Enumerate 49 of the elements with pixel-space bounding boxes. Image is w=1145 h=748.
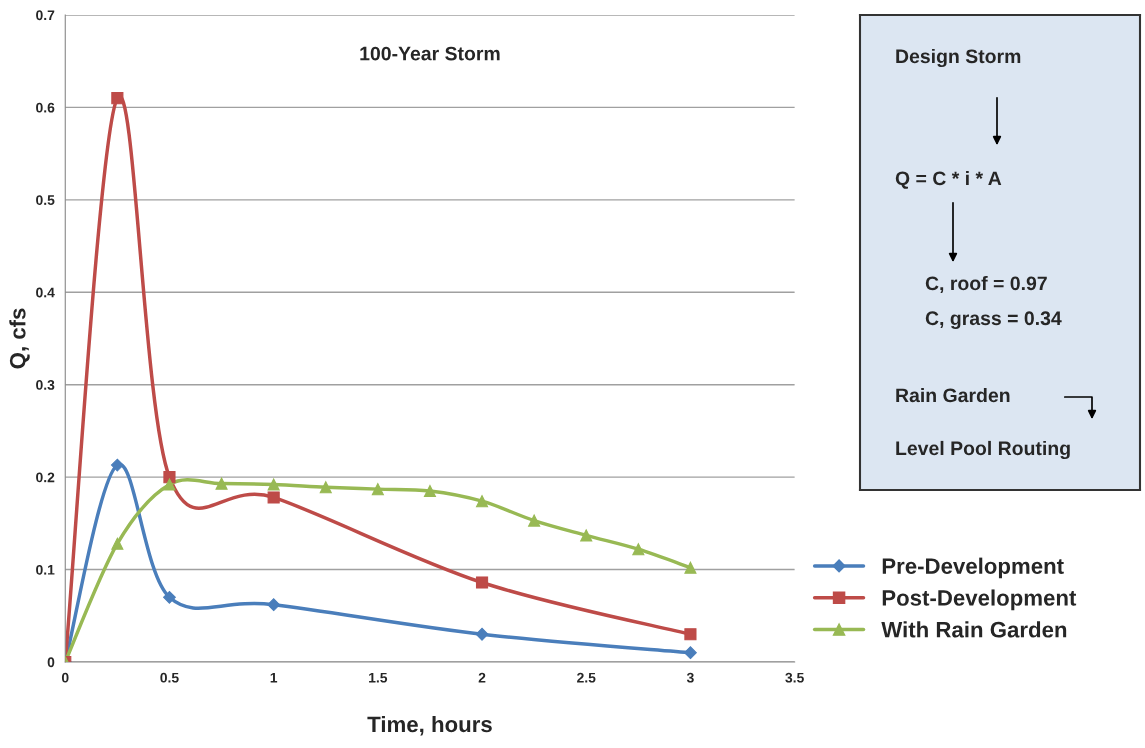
legend-label: Post-Development [882,589,1077,611]
y-tick-label: 0.6 [36,102,55,113]
point [319,481,332,494]
y-tick-label: 0.1 [36,564,55,575]
y-tick-label: 0.2 [36,472,55,483]
point [163,478,176,491]
point [111,92,124,105]
point [684,646,697,660]
point [267,598,281,612]
x-tick-label: 0 [61,672,69,683]
x-tick-label: 3 [686,672,694,683]
point [215,477,228,490]
x-tick-label: 2 [478,672,486,683]
x-tick-label: 1.5 [369,672,388,683]
point [163,590,176,604]
y-tick-label: 0.5 [36,195,55,205]
y-tick-label: 0.4 [36,287,55,298]
point [423,484,437,498]
point [475,627,489,641]
point [528,514,541,527]
text: C, roof = 0.97 [925,275,1047,294]
point [267,478,280,491]
text: C, grass = 0.34 [925,311,1062,330]
text: Level Pool Routing [896,440,1070,460]
legend-label: Pre-Development [882,557,1064,579]
x-tick-label: 0.5 [160,672,179,683]
point [110,458,124,472]
text: Q = C * i * A [895,170,1002,189]
y-tick-label: 0.7 [36,10,55,21]
point [475,576,489,589]
point [684,628,697,641]
x-tick-label: 1 [270,672,278,683]
point [580,529,593,542]
point [632,543,645,556]
text: Rain Garden [896,387,1010,403]
point [684,561,697,574]
point [267,491,280,504]
x-tick-label: 2.5 [577,672,596,683]
y-tick-label: 0 [47,657,55,668]
x-axis-title: Time, hours [367,715,492,736]
legend-label: With Rain Garden [881,621,1067,638]
text: Design Storm [896,48,1021,68]
y-tick-label: 0.3 [36,380,55,390]
y-axis-title: Q, cfs [9,308,30,369]
point [475,495,489,508]
point [111,537,124,550]
x-tick-label: 3.5 [785,672,804,683]
text: 100-Year Storm [360,46,500,61]
point [371,483,384,496]
